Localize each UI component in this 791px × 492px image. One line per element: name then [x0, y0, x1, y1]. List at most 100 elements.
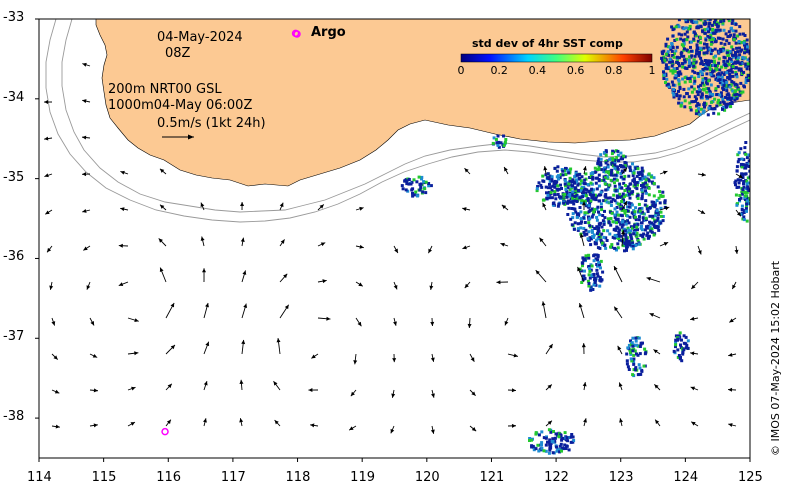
sst-pixel	[612, 193, 616, 197]
current-vector-head	[581, 343, 586, 348]
sst-pixel	[688, 101, 692, 105]
credit-text: © IMOS 07-May-2024 15:02 Hobart	[769, 260, 782, 456]
sst-pixel	[547, 451, 551, 455]
sst-pixel	[717, 61, 721, 65]
sst-pixel	[710, 23, 714, 27]
sst-pixel	[631, 226, 634, 230]
sst-pixel	[678, 94, 682, 98]
sst-pixel	[558, 450, 562, 454]
sst-pixel	[565, 189, 569, 193]
sst-pixel	[589, 181, 593, 185]
sst-pixel	[708, 104, 712, 108]
sst-pixel	[609, 223, 613, 227]
sst-pixel	[600, 208, 604, 212]
sst-pixel	[563, 431, 567, 435]
sst-pixel	[677, 354, 681, 357]
sst-pixel	[666, 82, 670, 86]
sst-pixel	[756, 198, 759, 201]
sst-pixel	[686, 346, 690, 350]
sst-pixel	[580, 201, 584, 205]
current-vector-head	[393, 284, 398, 290]
sst-pixel	[690, 19, 694, 23]
sst-pixel	[681, 352, 685, 356]
sst-pixel	[635, 187, 639, 191]
sst-pixel	[671, 91, 675, 95]
sst-pixel	[644, 199, 648, 203]
sst-pixel	[560, 438, 564, 442]
sst-pixel	[618, 238, 621, 242]
sst-pixel	[705, 11, 708, 14]
sst-pixel	[404, 188, 408, 192]
sst-pixel	[571, 184, 575, 188]
sst-pixel	[640, 184, 643, 187]
current-vector-head	[582, 201, 587, 206]
sst-pixel	[615, 221, 618, 225]
sst-pixel	[545, 191, 548, 195]
sst-pixel	[624, 234, 628, 238]
current-vector-head	[326, 316, 331, 321]
sst-pixel	[545, 196, 549, 200]
sst-pixel	[530, 438, 533, 442]
current-vector-head	[542, 202, 547, 208]
sst-pixel	[640, 210, 644, 214]
sst-pixel	[676, 355, 680, 359]
sst-pixel	[536, 443, 540, 447]
sst-pixel	[690, 85, 694, 89]
sst-pixel	[714, 64, 717, 68]
sst-pixel	[743, 39, 747, 43]
sst-pixel	[705, 72, 709, 76]
current-vector-head	[82, 135, 87, 140]
sst-pixel	[646, 231, 650, 235]
sst-pixel	[663, 58, 667, 62]
sst-pixel	[586, 198, 590, 202]
sst-pixel	[724, 87, 728, 91]
sst-pixel	[616, 242, 620, 246]
sst-pixel	[737, 151, 741, 155]
sst-pixel	[718, 73, 722, 77]
current-vector-head	[471, 391, 476, 396]
sst-pixel	[584, 204, 588, 208]
sst-pixel	[601, 214, 605, 217]
sst-pixel	[412, 178, 416, 182]
sst-pixel	[570, 433, 574, 436]
sst-pixel	[588, 192, 592, 196]
sst-pixel	[635, 343, 639, 347]
sst-pixel	[621, 223, 625, 227]
sst-pixel	[631, 349, 635, 353]
current-vector-head	[504, 320, 509, 326]
sst-pixel	[715, 93, 719, 97]
sst-pixel	[604, 236, 608, 240]
sst-pixel	[734, 53, 738, 57]
sst-pixel	[730, 60, 734, 64]
sst-pixel	[548, 438, 552, 442]
current-vector-head	[243, 303, 248, 309]
sst-pixel	[677, 25, 681, 29]
sst-pixel	[692, 37, 696, 41]
sst-pixel	[599, 202, 603, 206]
sst-pixel	[639, 233, 643, 237]
sst-pixel	[537, 181, 541, 185]
sst-pixel	[701, 13, 704, 16]
sst-pixel	[624, 239, 628, 242]
sst-pixel	[675, 37, 679, 41]
sst-pixel	[711, 107, 715, 111]
sst-pixel	[702, 88, 706, 92]
sst-pixel	[682, 87, 686, 91]
sst-pixel	[714, 87, 718, 91]
sst-pixel	[597, 226, 601, 230]
current-vector-head	[690, 316, 695, 321]
current-vector-head	[322, 279, 327, 284]
sst-pixel	[671, 71, 675, 75]
current-vector-head	[166, 419, 171, 425]
sst-pixel	[638, 207, 642, 211]
sst-pixel	[656, 185, 660, 189]
sst-pixel	[636, 228, 639, 232]
sst-pixel	[562, 436, 565, 440]
sst-pixel	[589, 199, 593, 203]
sst-pixel	[696, 10, 699, 13]
sst-pixel	[642, 218, 646, 222]
sst-pixel	[699, 41, 703, 45]
current-vector-head	[359, 206, 364, 211]
sst-pixel	[737, 88, 741, 92]
sst-pixel	[554, 432, 558, 436]
